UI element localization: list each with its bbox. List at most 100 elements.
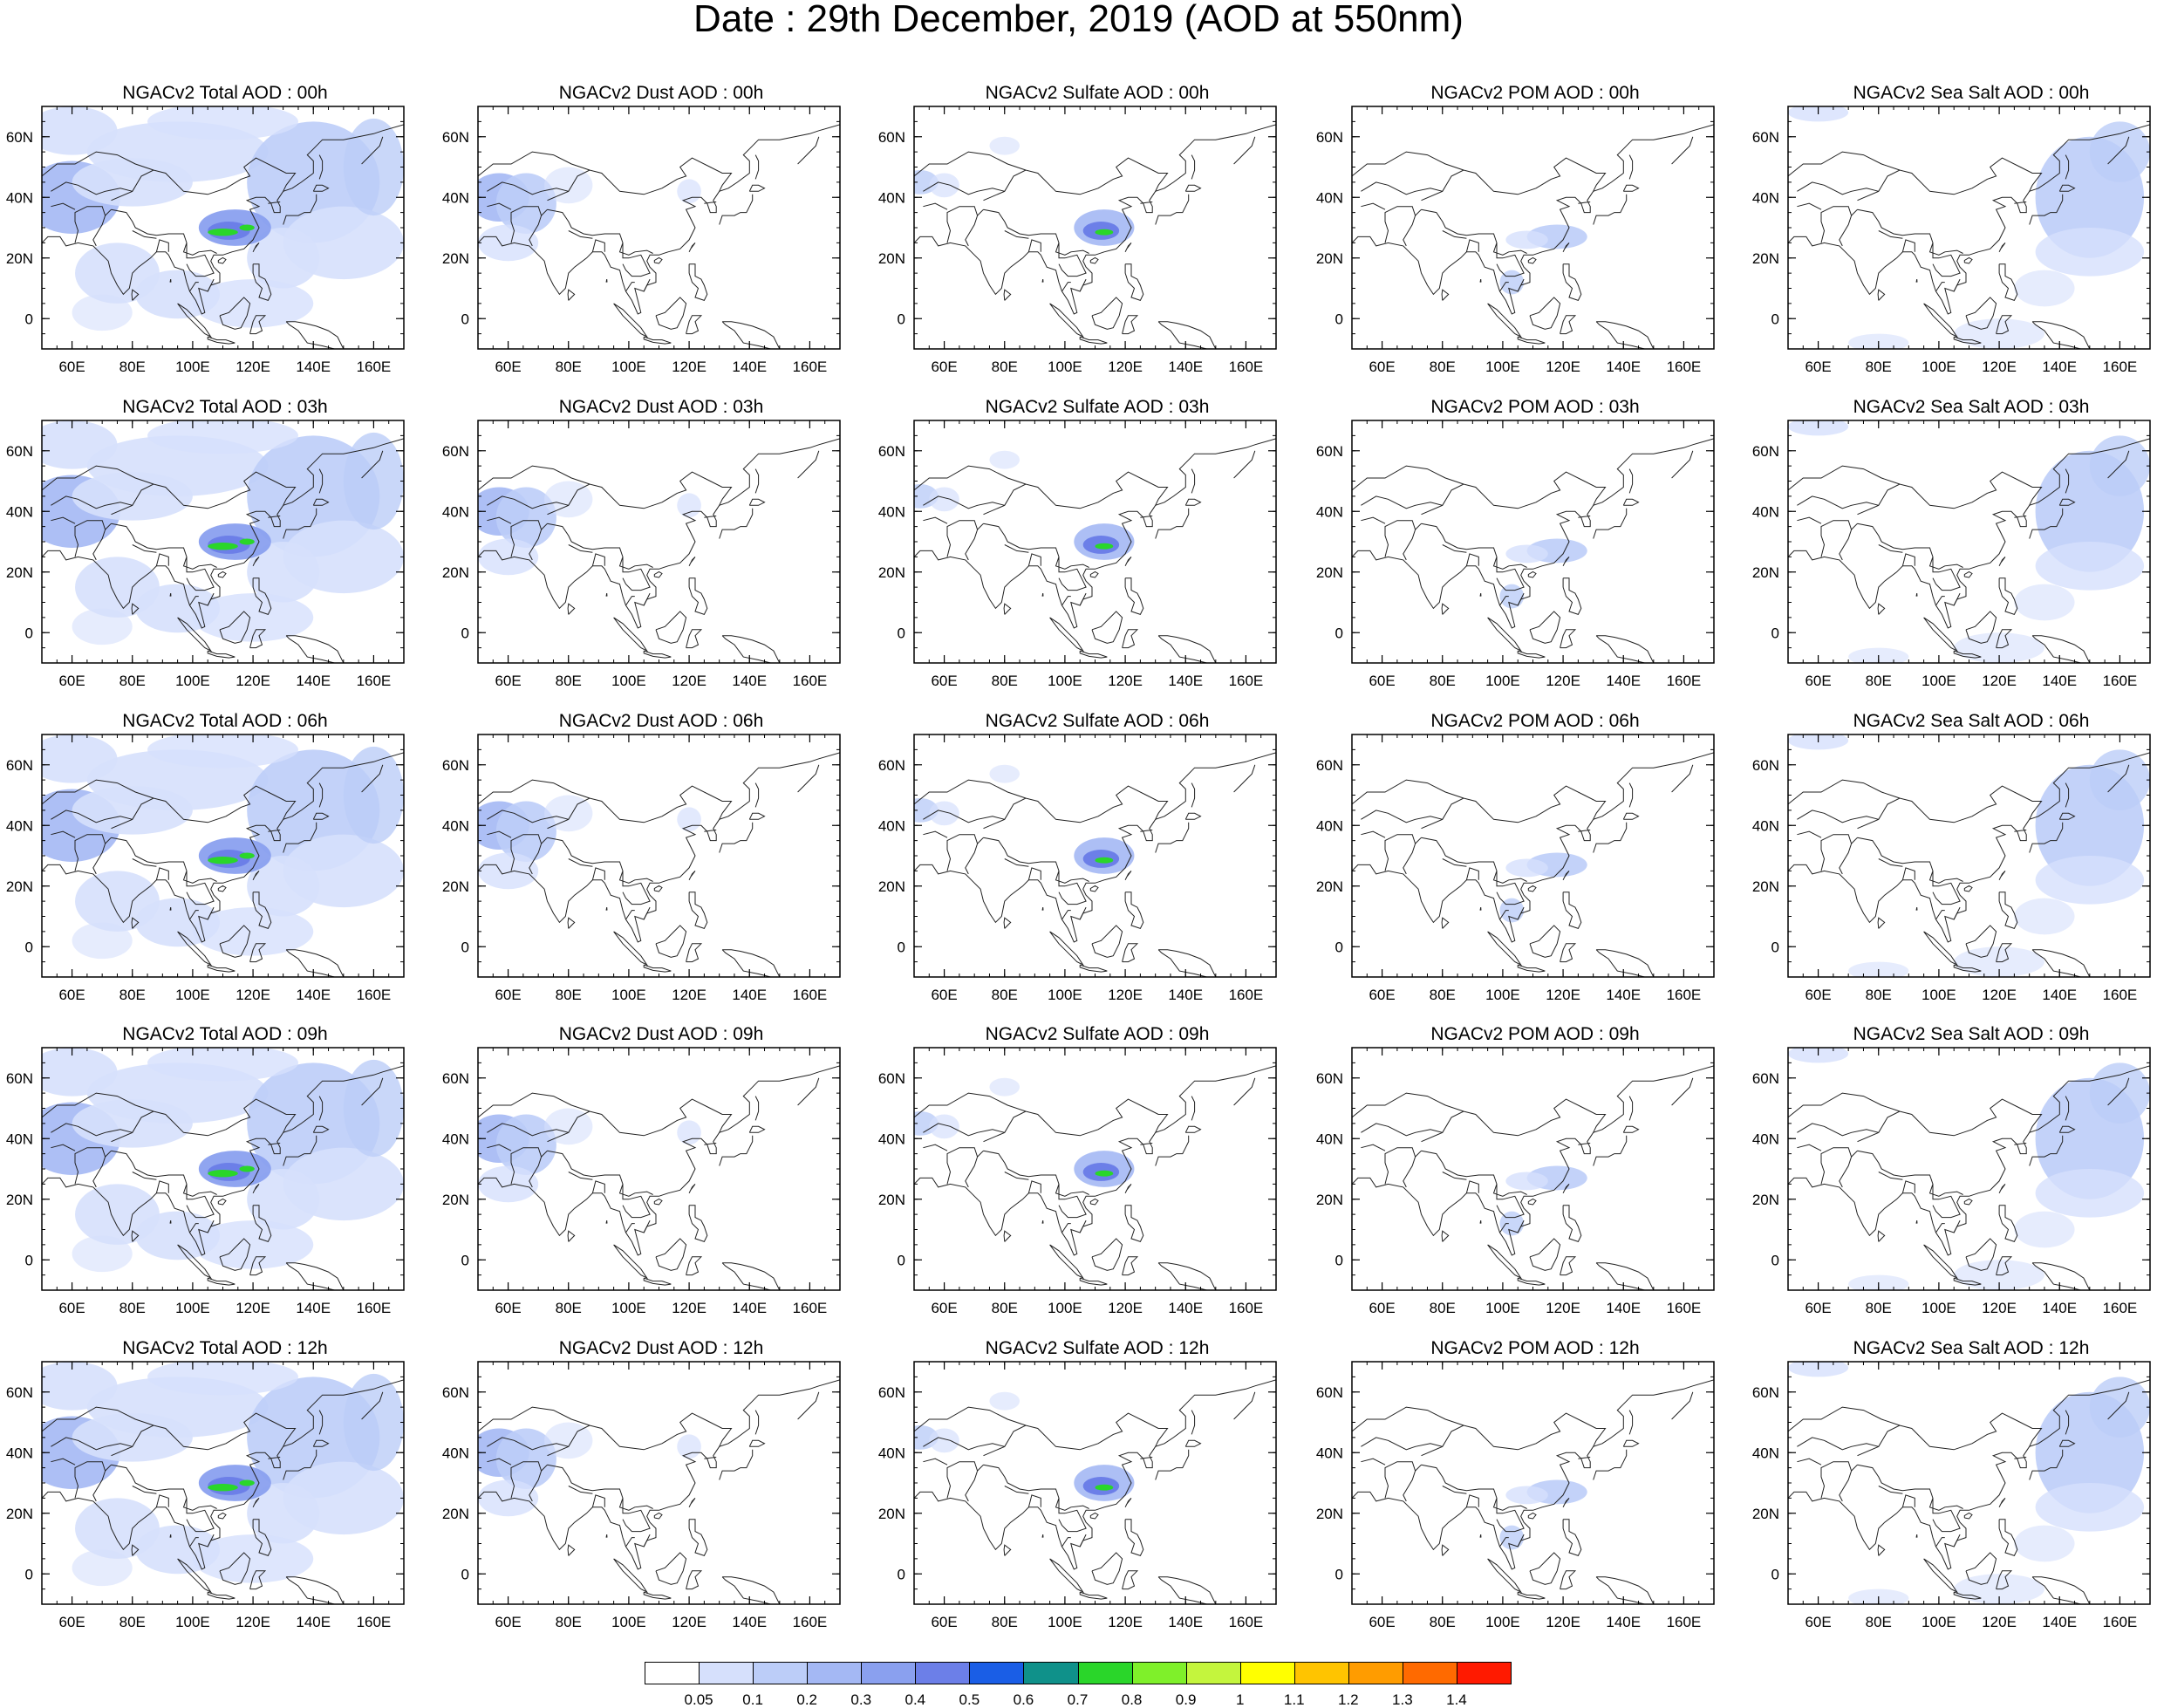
aod-patch <box>2035 1169 2145 1218</box>
coast-line <box>285 321 345 349</box>
coast-line <box>1352 1065 1714 1256</box>
coast-line <box>1996 1570 2013 1590</box>
y-tick-label: 20N <box>6 564 33 581</box>
coast-line <box>42 151 154 177</box>
panel-title: NGACv2 Total AOD : 03h <box>122 397 328 417</box>
map-svg: 60E 80E 100E 120E 140E 160E 0 20N 40N 60N <box>1752 1047 2151 1316</box>
coast-line <box>547 1150 653 1197</box>
coast-line <box>1041 907 1044 911</box>
coast-line <box>1963 1512 1973 1520</box>
coast-line <box>1496 243 1525 277</box>
coast-line <box>568 1486 593 1494</box>
coast-line <box>1352 124 1714 315</box>
y-tick-label: 0 <box>461 625 469 641</box>
y-tick-label: 20N <box>442 1192 469 1208</box>
coast-line <box>1124 1205 1144 1243</box>
coast-line <box>613 1244 649 1280</box>
coast-line <box>2065 1410 2070 1435</box>
coast-line <box>1562 263 1582 302</box>
coast-line <box>249 315 267 335</box>
coast-line <box>977 837 984 844</box>
x-tick-label: 80E <box>119 673 146 689</box>
coast-line <box>1797 1458 1822 1465</box>
coast-line <box>914 465 1027 491</box>
x-tick-label: 100E <box>1485 1300 1520 1316</box>
aod-patch <box>478 1165 539 1203</box>
coast-line <box>1079 1591 1108 1600</box>
aod-patch <box>343 1059 404 1158</box>
coast-line <box>1041 1220 1044 1224</box>
map-svg: 60E 80E 100E 120E 140E 160E 0 20N 40N 60N <box>1316 106 1715 375</box>
x-tick-label: 160E <box>1229 1300 1264 1316</box>
x-tick-label: 120E <box>672 1614 706 1630</box>
coast-line <box>1361 516 1386 524</box>
map-panel: NGACv2 Total AOD : 12h 60E 80E 100E 120E 140E… <box>0 1255 436 1630</box>
y-tick-label: 40N <box>6 817 33 834</box>
coast-line <box>567 1544 576 1556</box>
coast-line <box>1851 208 1858 216</box>
coast-line <box>622 1184 651 1219</box>
coast-line <box>51 1437 133 1451</box>
coast-line <box>1877 603 1886 615</box>
coast-line <box>1122 315 1139 335</box>
x-tick-label: 80E <box>1430 359 1456 375</box>
coast-line <box>946 206 979 247</box>
coast-line <box>2065 468 2070 494</box>
coast-line <box>132 544 157 553</box>
aod-patch <box>2035 542 2145 591</box>
y-tick-label: 40N <box>1752 503 1779 520</box>
coast-line <box>625 1223 635 1233</box>
coast-line <box>268 1457 281 1459</box>
coast-line <box>1517 592 1525 606</box>
coast-line <box>1122 1256 1139 1276</box>
coast-line <box>1915 279 1918 283</box>
coast-line <box>1595 1262 1655 1290</box>
coast-line <box>1499 1537 1509 1547</box>
map-svg: 60E 80E 100E 120E 140E 160E 0 20N 40N 60N <box>1752 106 2151 375</box>
coast-line <box>1857 208 1963 256</box>
coast-line <box>74 834 106 875</box>
colorbar-swatch <box>807 1662 863 1684</box>
coast-line <box>1622 812 1640 820</box>
y-tick-label: 0 <box>25 625 33 641</box>
coast-line <box>1901 867 1915 880</box>
x-tick-label: 120E <box>672 359 706 375</box>
aod-patch <box>677 1120 701 1145</box>
coast-line <box>1079 650 1108 659</box>
coast-line <box>1527 1198 1537 1206</box>
coast-line <box>721 321 781 349</box>
aod-patch <box>1505 544 1548 564</box>
panel-title: NGACv2 Total AOD : 09h <box>122 1024 328 1044</box>
coast-line <box>977 523 984 530</box>
coast-line <box>169 593 172 597</box>
y-tick-label: 20N <box>6 878 33 895</box>
coast-line <box>1124 577 1144 616</box>
colorbar-swatch <box>969 1662 1025 1684</box>
coast-line <box>207 278 215 292</box>
x-tick-label: 120E <box>1982 1614 2017 1630</box>
panel-title: NGACv2 Sulfate AOD : 00h <box>985 83 1210 103</box>
coast-line <box>983 785 1169 830</box>
y-tick-label: 20N <box>1316 878 1343 895</box>
coast-line <box>1191 1096 1196 1121</box>
coast-line <box>1058 1498 1087 1533</box>
coast-line <box>177 1244 213 1280</box>
coast-line <box>1527 885 1537 892</box>
coast-line <box>1352 465 1464 491</box>
coast-line <box>131 1230 140 1242</box>
coast-line <box>1595 949 1655 977</box>
coast-line <box>1788 124 2150 315</box>
coast-line <box>252 1498 260 1508</box>
coast-line <box>547 208 653 256</box>
coast-line <box>1562 1205 1582 1243</box>
coast-line <box>1027 867 1041 880</box>
coast-line <box>487 495 569 509</box>
coast-line <box>721 1262 781 1290</box>
coast-line <box>1124 1519 1144 1557</box>
coast-line <box>686 943 703 963</box>
x-tick-label: 100E <box>175 673 210 689</box>
y-tick-label: 40N <box>1316 817 1343 834</box>
y-tick-label: 40N <box>6 1445 33 1461</box>
y-tick-label: 40N <box>878 1131 905 1147</box>
coast-line <box>510 1461 543 1502</box>
